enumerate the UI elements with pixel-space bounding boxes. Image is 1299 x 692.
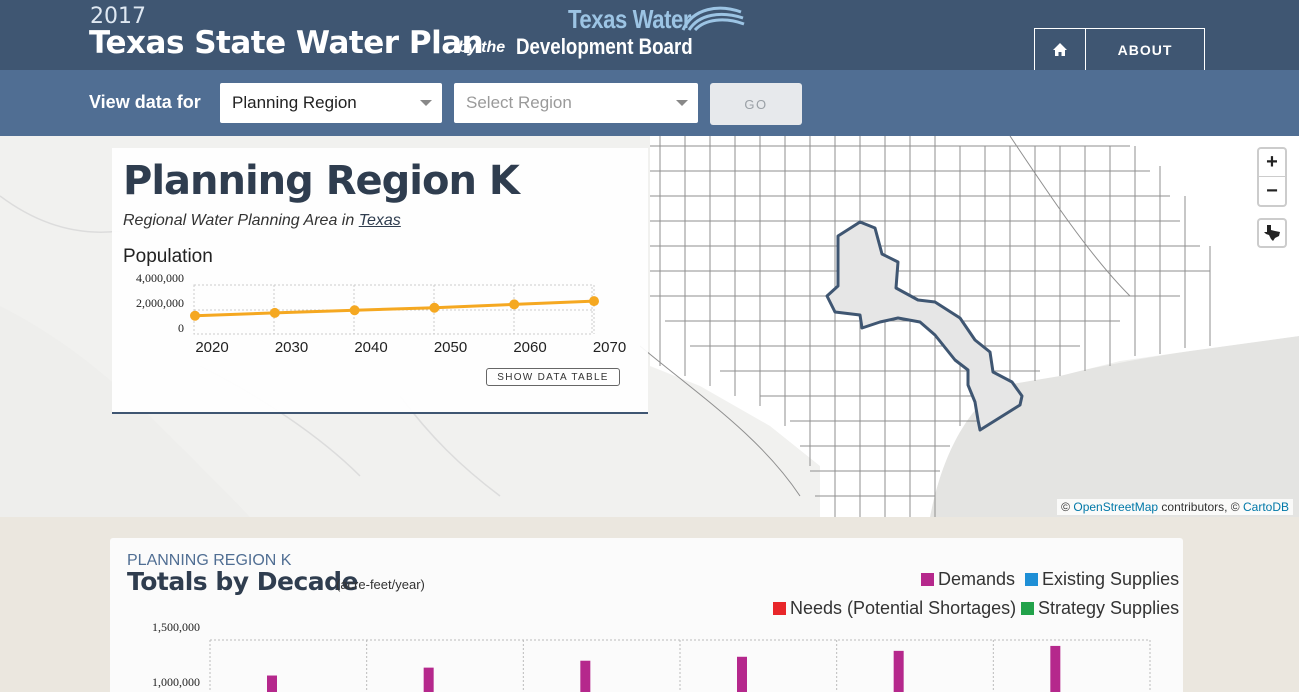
pop-point bbox=[429, 302, 440, 313]
pop-y-tick: 4,000,000 bbox=[136, 271, 184, 285]
region-subtitle-text: Regional Water Planning Area in bbox=[123, 212, 355, 229]
region-subtitle: Regional Water Planning Area in Texas bbox=[123, 212, 401, 230]
population-label: Population bbox=[123, 246, 213, 267]
demands-bar bbox=[423, 667, 434, 692]
demands-bar bbox=[1050, 645, 1061, 692]
map-attribution: © OpenStreetMap contributors, © CartoDB bbox=[1057, 499, 1293, 515]
pop-x-tick: 2050 bbox=[434, 339, 467, 356]
pop-y-tick: 2,000,000 bbox=[136, 296, 184, 310]
zoom-control: + − bbox=[1257, 147, 1287, 207]
site-header: 2017 Texas State Water Plan by the Texas… bbox=[0, 0, 1299, 70]
totals-title: Totals by Decade bbox=[127, 567, 359, 596]
zoom-out-button[interactable]: − bbox=[1266, 179, 1278, 202]
twdb-logo[interactable]: Texas Water Development Board bbox=[516, 2, 746, 62]
totals-y-tick: 1,000,000 bbox=[152, 675, 200, 689]
chevron-down-icon bbox=[420, 100, 432, 106]
texas-link[interactable]: Texas bbox=[358, 212, 401, 229]
demands-bar bbox=[267, 675, 277, 692]
reset-texas-button[interactable] bbox=[1257, 218, 1287, 248]
view-type-value: Planning Region bbox=[232, 93, 357, 112]
pop-x-tick: 2060 bbox=[513, 339, 546, 356]
texas-icon bbox=[1264, 225, 1280, 241]
home-icon bbox=[1053, 43, 1067, 56]
filter-bar: View data for Planning Region Select Reg… bbox=[0, 70, 1299, 136]
totals-card: PLANNING REGION K Totals by Decade (acre… bbox=[110, 538, 1183, 692]
legend-existing-supplies[interactable]: Existing Supplies bbox=[1025, 569, 1179, 590]
pop-point bbox=[349, 305, 360, 316]
view-data-label: View data for bbox=[89, 92, 201, 112]
region-select[interactable]: Select Region bbox=[454, 83, 698, 123]
legend-label-strategy: Strategy Supplies bbox=[1038, 598, 1180, 618]
population-chart: 4,000,000 2,000,000 0 2020 2030 2040 2050 2060 2… bbox=[136, 271, 626, 356]
totals-y-tick: 1,500,000 bbox=[152, 620, 200, 634]
pop-x-tick: 2040 bbox=[354, 339, 387, 356]
legend-swatch-needs bbox=[773, 602, 786, 615]
logo-waves-icon bbox=[681, 6, 745, 32]
legend-label-existing: Existing Supplies bbox=[1042, 569, 1180, 589]
region-placeholder: Select Region bbox=[466, 93, 572, 112]
legend-strategy-supplies[interactable]: Strategy Supplies bbox=[1021, 598, 1179, 619]
home-button[interactable] bbox=[1034, 28, 1086, 70]
legend-label-needs: Needs (Potential Shortages) bbox=[790, 598, 1017, 618]
demands-bar bbox=[893, 650, 904, 692]
go-button[interactable]: GO bbox=[710, 83, 802, 125]
legend-needs[interactable]: Needs (Potential Shortages) bbox=[773, 598, 1016, 619]
totals-unit: (acre-feet/year) bbox=[336, 577, 425, 592]
legend-demands[interactable]: Demands bbox=[921, 569, 1015, 590]
chevron-down-icon bbox=[676, 100, 688, 106]
demands-bar bbox=[580, 660, 591, 692]
by-the-text: by the bbox=[458, 39, 506, 56]
attribution-prefix: © bbox=[1061, 500, 1071, 514]
region-info-panel: Planning Region K Regional Water Plannin… bbox=[112, 148, 648, 414]
view-type-select[interactable]: Planning Region bbox=[220, 83, 442, 123]
legend-label-demands: Demands bbox=[938, 569, 1016, 589]
pop-point bbox=[509, 299, 520, 310]
logo-line1: Texas Water bbox=[568, 4, 692, 34]
pop-point bbox=[190, 310, 200, 321]
about-button[interactable]: ABOUT bbox=[1085, 28, 1205, 70]
attribution-contributors: contributors, © bbox=[1161, 500, 1240, 514]
zoom-in-button[interactable]: + bbox=[1259, 149, 1285, 177]
openstreetmap-link[interactable]: OpenStreetMap bbox=[1073, 500, 1159, 514]
region-k-outline bbox=[825, 220, 1024, 432]
show-data-table-button[interactable]: SHOW DATA TABLE bbox=[486, 368, 620, 386]
pop-y-tick: 0 bbox=[178, 321, 184, 335]
plan-year: 2017 bbox=[90, 4, 146, 29]
demands-bar bbox=[737, 656, 747, 692]
cartodb-link[interactable]: CartoDB bbox=[1242, 500, 1289, 514]
pop-x-tick: 2020 bbox=[195, 339, 228, 356]
legend-swatch-demands bbox=[921, 573, 934, 586]
site-title[interactable]: Texas State Water Plan bbox=[89, 25, 484, 61]
totals-chart: 1,500,000 1,000,000 bbox=[152, 620, 1151, 692]
pop-point bbox=[589, 296, 599, 307]
region-title: Planning Region K bbox=[123, 158, 520, 204]
pop-point bbox=[269, 307, 280, 318]
legend-swatch-existing bbox=[1025, 573, 1038, 586]
pop-x-tick: 2070 bbox=[593, 339, 626, 356]
legend-swatch-strategy bbox=[1021, 602, 1034, 615]
pop-series-line bbox=[194, 299, 595, 318]
logo-line2: Development Board bbox=[516, 34, 693, 59]
pop-x-tick: 2030 bbox=[275, 339, 308, 356]
totals-kicker: PLANNING REGION K bbox=[127, 552, 292, 569]
